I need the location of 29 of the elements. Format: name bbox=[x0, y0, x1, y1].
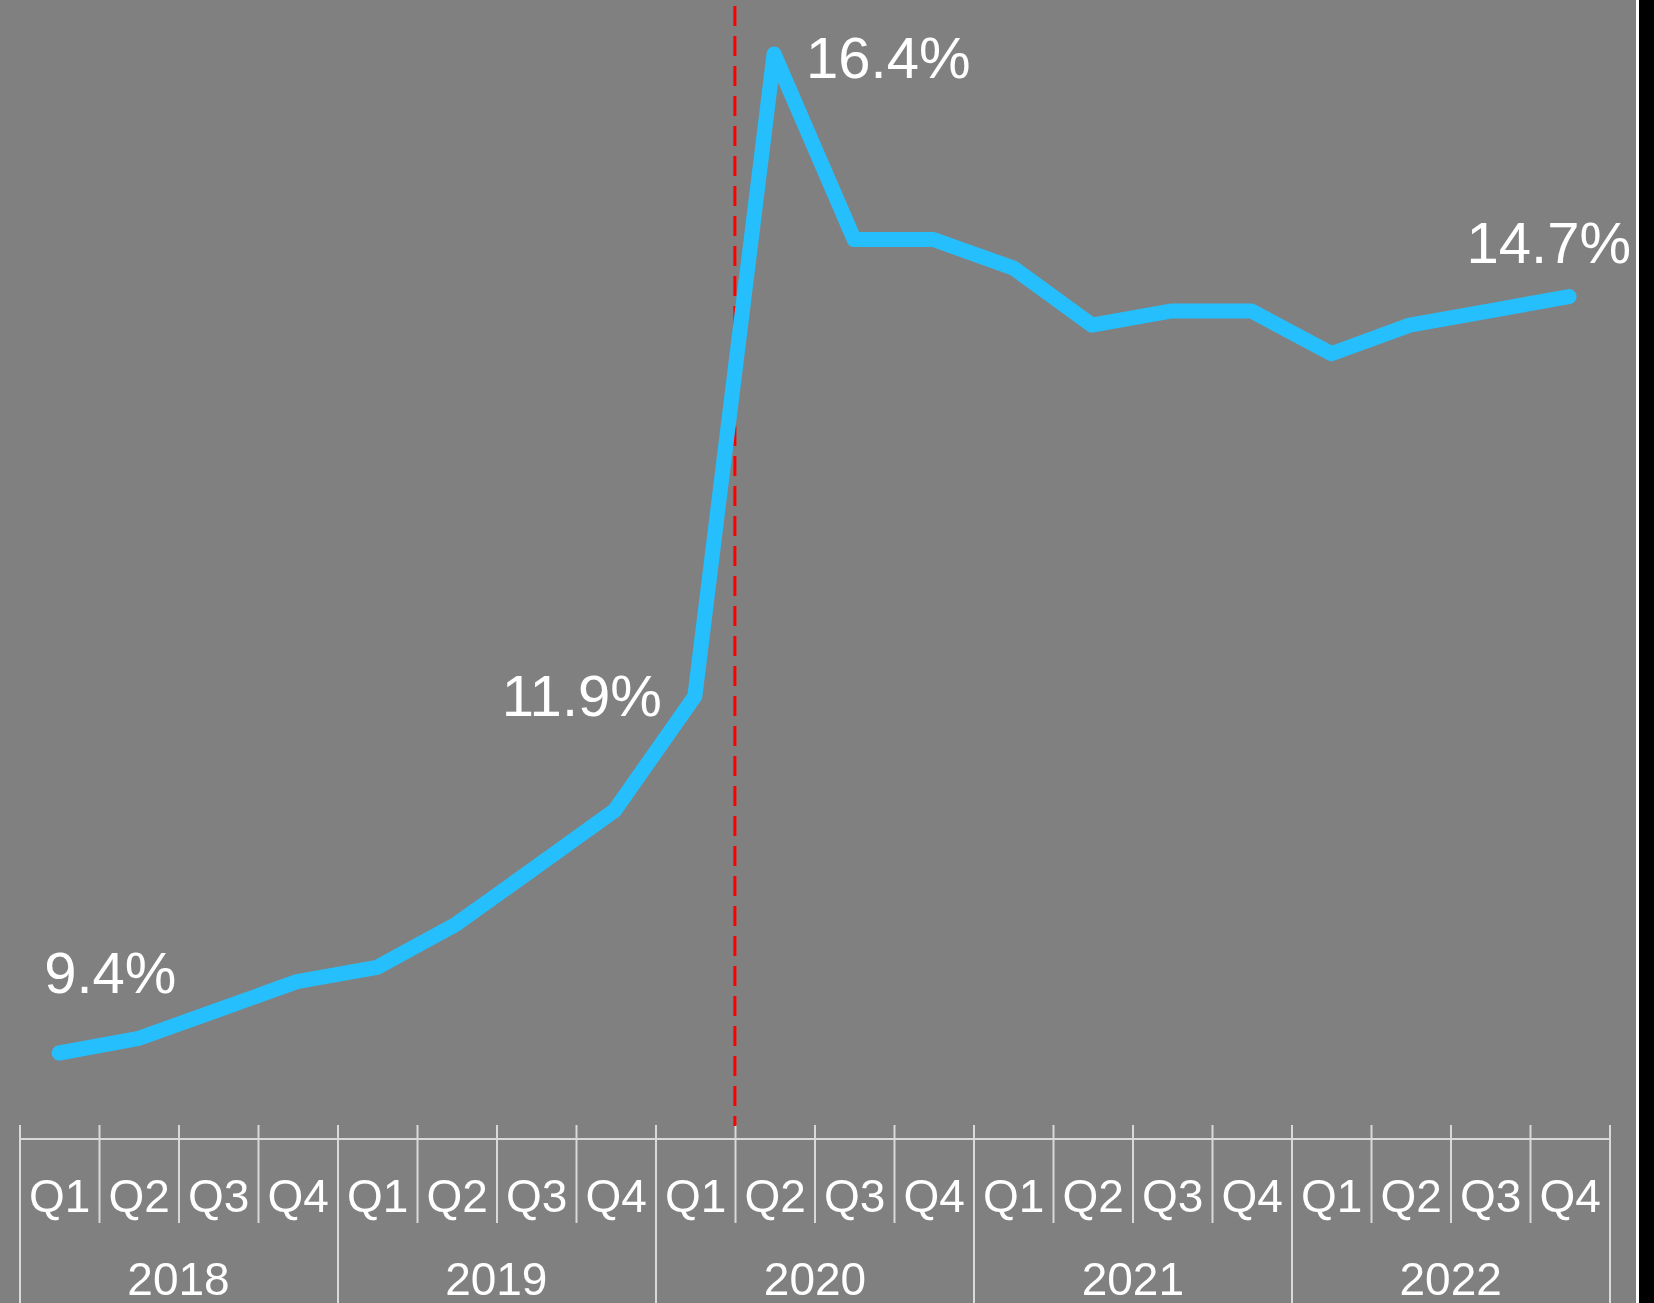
x-tick-label: 2022 bbox=[1399, 1253, 1502, 1303]
text: Q3 bbox=[1142, 1170, 1204, 1222]
text: Q2 bbox=[108, 1170, 170, 1222]
text: Q4 bbox=[1539, 1170, 1601, 1222]
text: Q3 bbox=[188, 1170, 250, 1222]
text: Q2 bbox=[426, 1170, 488, 1222]
text: Q2 bbox=[744, 1170, 806, 1222]
text: Q1 bbox=[29, 1170, 91, 1222]
data-label: 14.7% bbox=[1466, 209, 1632, 275]
text: Q1 bbox=[665, 1170, 727, 1222]
text: Q4 bbox=[1221, 1170, 1283, 1222]
x-tick-label: 2018 bbox=[127, 1253, 230, 1303]
text: Q1 bbox=[983, 1170, 1045, 1222]
x-tick-label: 2020 bbox=[763, 1253, 867, 1303]
data-label: 16.4% bbox=[806, 25, 971, 90]
text: Q3 bbox=[824, 1170, 886, 1222]
text: Q4 bbox=[903, 1170, 965, 1222]
data-label: 11.9% bbox=[501, 663, 662, 729]
text: Q2 bbox=[1062, 1170, 1124, 1222]
text: Q4 bbox=[585, 1170, 647, 1222]
text: Q2 bbox=[1380, 1170, 1442, 1222]
text: Q1 bbox=[347, 1170, 409, 1222]
text: Q3 bbox=[506, 1170, 568, 1222]
x-tick-label: 2019 bbox=[445, 1253, 548, 1303]
text: Q1 bbox=[1301, 1170, 1363, 1222]
data-label: 9.4% bbox=[44, 940, 177, 1005]
x-tick-label: 2021 bbox=[1081, 1253, 1184, 1303]
text: Q4 bbox=[267, 1170, 329, 1222]
text: Q3 bbox=[1460, 1170, 1522, 1222]
